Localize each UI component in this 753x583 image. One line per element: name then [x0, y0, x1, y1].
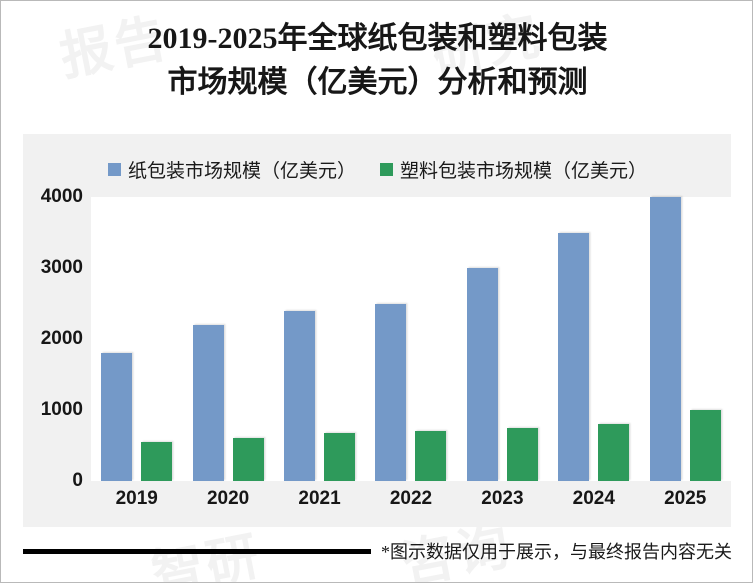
bar-2019-series-1[interactable]: [141, 441, 173, 481]
y-axis-tick-label: 0: [72, 470, 83, 491]
chart-title-line-2: 市场规模（亿美元）分析和预测: [167, 66, 588, 99]
x-axis-tick-label-2021: 2021: [298, 488, 341, 509]
y-axis-tick-label: 4000: [40, 186, 83, 207]
bar-group-2019: [91, 197, 182, 481]
x-axis-tick-label-2020: 2020: [206, 488, 250, 509]
legend-item-0[interactable]: 纸包装市场规模（亿美元）: [107, 156, 356, 183]
y-axis-tick-label: 1000: [40, 399, 83, 420]
chart-footer: *图示数据仅用于展示，与最终报告内容无关: [23, 538, 732, 564]
bar-group-2025: [640, 197, 731, 481]
bar-2024-series-1[interactable]: [598, 424, 630, 481]
x-axis-tick-label-2022: 2022: [389, 488, 433, 509]
chart-title: 2019-2025年全球纸包装和塑料包装 市场规模（亿美元）分析和预测: [1, 17, 752, 105]
bar-group-2024: [548, 197, 639, 481]
legend-item-1[interactable]: 塑料包装市场规模（亿美元）: [380, 156, 647, 183]
bar-2020-series-1[interactable]: [232, 438, 264, 481]
x-axis-tick-label-2023: 2023: [481, 488, 524, 509]
chart-legend: 纸包装市场规模（亿美元） 塑料包装市场规模（亿美元）: [1, 156, 752, 183]
legend-swatch-icon-0: [107, 163, 121, 176]
plot-area: [91, 197, 731, 481]
bar-2022-series-1[interactable]: [415, 431, 447, 481]
bar-2019-series-0[interactable]: [101, 353, 133, 481]
bar-2024-series-0[interactable]: [558, 232, 590, 481]
chart-title-line-1: 2019-2025年全球纸包装和塑料包装: [147, 22, 608, 55]
x-axis-tick-label-2024: 2024: [572, 488, 615, 509]
footer-disclaimer-note: *图示数据仅用于展示，与最终报告内容无关: [381, 542, 732, 562]
x-axis-tick-label-2019: 2019: [115, 488, 158, 509]
bar-2021-series-0[interactable]: [284, 310, 316, 481]
bars-layer: [91, 197, 731, 481]
bar-2020-series-0[interactable]: [192, 324, 224, 481]
x-axis-tick-label-2025: 2025: [664, 488, 707, 509]
bar-2022-series-0[interactable]: [375, 303, 407, 481]
bar-group-2021: [274, 197, 365, 481]
footer-divider-line: [23, 548, 371, 554]
legend-label-1: 塑料包装市场规模（亿美元）: [400, 161, 648, 182]
bar-group-2023: [457, 197, 548, 481]
bar-group-2022: [365, 197, 456, 481]
y-axis-tick-label: 3000: [40, 257, 83, 278]
bar-group-2020: [182, 197, 273, 481]
bar-2021-series-1[interactable]: [324, 432, 356, 481]
bar-2025-series-1[interactable]: [689, 410, 721, 481]
bar-2023-series-1[interactable]: [506, 427, 538, 481]
legend-swatch-icon-1: [380, 163, 393, 176]
bar-2025-series-0[interactable]: [649, 197, 681, 481]
y-axis: 0 1000 2000 3000 4000: [1, 186, 83, 491]
legend-label-0: 纸包装市场规模（亿美元）: [127, 161, 356, 182]
bar-2023-series-0[interactable]: [466, 268, 498, 481]
x-axis: 2019 2020 2021 2022 2023 2024 2025: [91, 488, 731, 510]
y-axis-tick-label: 2000: [40, 328, 83, 349]
